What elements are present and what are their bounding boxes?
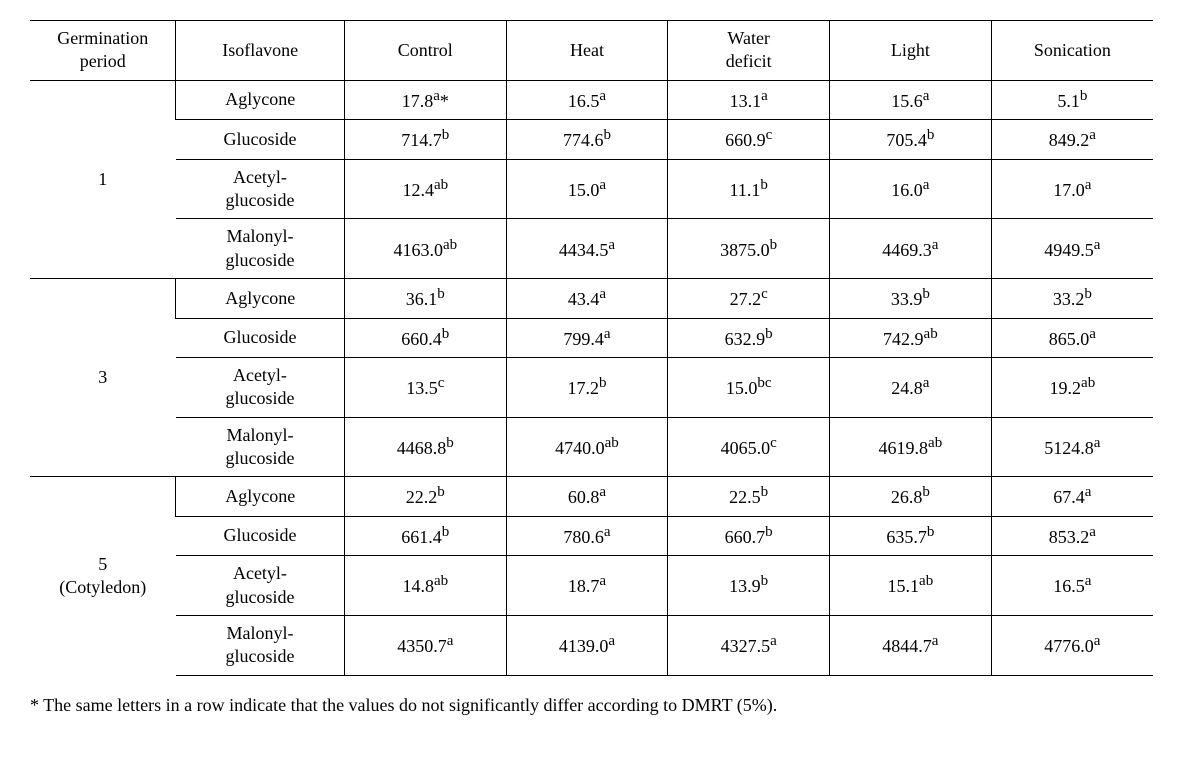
table-row: Acetyl-glucoside14.8ab18.7a13.9b15.1ab16… bbox=[30, 556, 1153, 616]
value-cell: 5124.8a bbox=[991, 417, 1153, 477]
value-cell: 742.9ab bbox=[830, 318, 992, 357]
value-cell: 17.2b bbox=[506, 357, 668, 417]
value-cell: 11.1b bbox=[668, 159, 830, 219]
value-cell: 4350.7a bbox=[344, 616, 506, 676]
value-cell: 60.8a bbox=[506, 477, 668, 516]
value-cell: 13.1a bbox=[668, 80, 830, 119]
value-cell: 4139.0a bbox=[506, 616, 668, 676]
value-cell: 5.1b bbox=[991, 80, 1153, 119]
table-row: 3Aglycone36.1b43.4a27.2c33.9b33.2b bbox=[30, 279, 1153, 318]
value-cell: 22.5b bbox=[668, 477, 830, 516]
table-row: 5(Cotyledon)Aglycone22.2b60.8a22.5b26.8b… bbox=[30, 477, 1153, 516]
header-water-deficit: Waterdeficit bbox=[668, 21, 830, 81]
table-row: Malonyl-glucoside4468.8b4740.0ab4065.0c4… bbox=[30, 417, 1153, 477]
value-cell: 18.7a bbox=[506, 556, 668, 616]
period-cell: 3 bbox=[30, 279, 176, 477]
table-row: Acetyl-glucoside12.4ab15.0a11.1b16.0a17.… bbox=[30, 159, 1153, 219]
value-cell: 27.2c bbox=[668, 279, 830, 318]
value-cell: 26.8b bbox=[830, 477, 992, 516]
value-cell: 4776.0a bbox=[991, 616, 1153, 676]
table-header: Germinationperiod Isoflavone Control Hea… bbox=[30, 21, 1153, 81]
isoflavone-cell: Malonyl-glucoside bbox=[176, 616, 344, 676]
value-cell: 4619.8ab bbox=[830, 417, 992, 477]
table-body: 1Aglycone17.8a*16.5a13.1a15.6a5.1bGlucos… bbox=[30, 80, 1153, 675]
table-row: Acetyl-glucoside13.5c17.2b15.0bc24.8a19.… bbox=[30, 357, 1153, 417]
value-cell: 15.1ab bbox=[830, 556, 992, 616]
value-cell: 67.4a bbox=[991, 477, 1153, 516]
isoflavone-cell: Aglycone bbox=[176, 80, 344, 119]
value-cell: 4065.0c bbox=[668, 417, 830, 477]
value-cell: 14.8ab bbox=[344, 556, 506, 616]
value-cell: 632.9b bbox=[668, 318, 830, 357]
table-row: Malonyl-glucoside4350.7a4139.0a4327.5a48… bbox=[30, 616, 1153, 676]
period-cell: 5(Cotyledon) bbox=[30, 477, 176, 675]
value-cell: 33.9b bbox=[830, 279, 992, 318]
value-cell: 774.6b bbox=[506, 120, 668, 159]
value-cell: 661.4b bbox=[344, 516, 506, 555]
value-cell: 660.7b bbox=[668, 516, 830, 555]
header-germination-period: Germinationperiod bbox=[30, 21, 176, 81]
value-cell: 17.0a bbox=[991, 159, 1153, 219]
table-row: 1Aglycone17.8a*16.5a13.1a15.6a5.1b bbox=[30, 80, 1153, 119]
isoflavone-cell: Glucoside bbox=[176, 516, 344, 555]
isoflavone-cell: Glucoside bbox=[176, 120, 344, 159]
value-cell: 33.2b bbox=[991, 279, 1153, 318]
value-cell: 4327.5a bbox=[668, 616, 830, 676]
value-cell: 849.2a bbox=[991, 120, 1153, 159]
value-cell: 853.2a bbox=[991, 516, 1153, 555]
value-cell: 16.5a bbox=[991, 556, 1153, 616]
value-cell: 36.1b bbox=[344, 279, 506, 318]
table-row: Glucoside714.7b774.6b660.9c705.4b849.2a bbox=[30, 120, 1153, 159]
value-cell: 15.6a bbox=[830, 80, 992, 119]
isoflavone-cell: Glucoside bbox=[176, 318, 344, 357]
value-cell: 13.9b bbox=[668, 556, 830, 616]
value-cell: 13.5c bbox=[344, 357, 506, 417]
header-isoflavone: Isoflavone bbox=[176, 21, 344, 81]
value-cell: 635.7b bbox=[830, 516, 992, 555]
table-row: Glucoside660.4b799.4a632.9b742.9ab865.0a bbox=[30, 318, 1153, 357]
isoflavone-cell: Aglycone bbox=[176, 279, 344, 318]
value-cell: 4163.0ab bbox=[344, 219, 506, 279]
isoflavone-cell: Malonyl-glucoside bbox=[176, 417, 344, 477]
value-cell: 865.0a bbox=[991, 318, 1153, 357]
header-heat: Heat bbox=[506, 21, 668, 81]
table-row: Glucoside661.4b780.6a660.7b635.7b853.2a bbox=[30, 516, 1153, 555]
isoflavone-cell: Aglycone bbox=[176, 477, 344, 516]
isoflavone-cell: Malonyl-glucoside bbox=[176, 219, 344, 279]
value-cell: 24.8a bbox=[830, 357, 992, 417]
value-cell: 4949.5a bbox=[991, 219, 1153, 279]
value-cell: 15.0bc bbox=[668, 357, 830, 417]
value-cell: 714.7b bbox=[344, 120, 506, 159]
period-cell: 1 bbox=[30, 80, 176, 278]
value-cell: 660.9c bbox=[668, 120, 830, 159]
value-cell: 4468.8b bbox=[344, 417, 506, 477]
value-cell: 4469.3a bbox=[830, 219, 992, 279]
value-cell: 705.4b bbox=[830, 120, 992, 159]
header-light: Light bbox=[830, 21, 992, 81]
table-row: Malonyl-glucoside4163.0ab4434.5a3875.0b4… bbox=[30, 219, 1153, 279]
header-control: Control bbox=[344, 21, 506, 81]
value-cell: 4740.0ab bbox=[506, 417, 668, 477]
footnote: * The same letters in a row indicate tha… bbox=[30, 690, 1153, 721]
value-cell: 16.5a bbox=[506, 80, 668, 119]
value-cell: 16.0a bbox=[830, 159, 992, 219]
value-cell: 4434.5a bbox=[506, 219, 668, 279]
value-cell: 15.0a bbox=[506, 159, 668, 219]
isoflavone-cell: Acetyl-glucoside bbox=[176, 159, 344, 219]
value-cell: 12.4ab bbox=[344, 159, 506, 219]
value-cell: 22.2b bbox=[344, 477, 506, 516]
value-cell: 43.4a bbox=[506, 279, 668, 318]
isoflavone-table: Germinationperiod Isoflavone Control Hea… bbox=[30, 20, 1153, 676]
value-cell: 660.4b bbox=[344, 318, 506, 357]
value-cell: 799.4a bbox=[506, 318, 668, 357]
value-cell: 19.2ab bbox=[991, 357, 1153, 417]
value-cell: 3875.0b bbox=[668, 219, 830, 279]
value-cell: 17.8a* bbox=[344, 80, 506, 119]
header-sonication: Sonication bbox=[991, 21, 1153, 81]
value-cell: 4844.7a bbox=[830, 616, 992, 676]
isoflavone-cell: Acetyl-glucoside bbox=[176, 357, 344, 417]
value-cell: 780.6a bbox=[506, 516, 668, 555]
isoflavone-cell: Acetyl-glucoside bbox=[176, 556, 344, 616]
